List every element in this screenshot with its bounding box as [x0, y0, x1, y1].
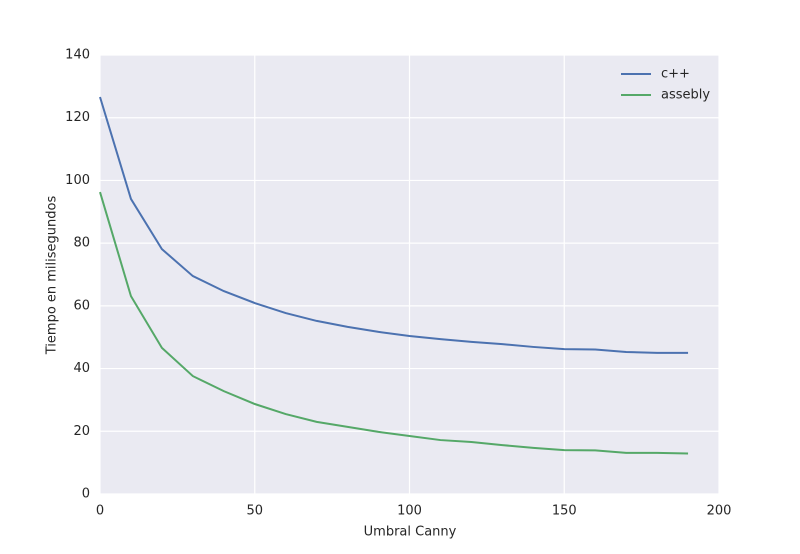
x-tick-label: 0 [96, 504, 104, 519]
series-line [99, 191, 689, 455]
x-tick-label: 200 [707, 504, 732, 519]
y-tick-label: 140 [65, 48, 90, 63]
y-tick-label: 60 [73, 298, 90, 313]
y-axis-label: Tiempo en milisegundos [45, 196, 60, 356]
x-tick-label: 150 [552, 504, 577, 519]
y-tick-label: 120 [65, 110, 90, 125]
y-tick-label: 20 [73, 424, 90, 439]
series-line [99, 96, 689, 354]
y-tick-label: 0 [82, 487, 90, 502]
x-tick-label: 100 [397, 504, 422, 519]
y-tick-label: 40 [73, 361, 90, 376]
legend-label: assebly [661, 88, 710, 103]
x-tick-label: 50 [246, 504, 263, 519]
x-axis-label: Umbral Canny [364, 525, 457, 540]
y-tick-label: 100 [65, 173, 90, 188]
y-tick-label: 80 [73, 236, 90, 251]
legend-label: c++ [661, 67, 690, 82]
